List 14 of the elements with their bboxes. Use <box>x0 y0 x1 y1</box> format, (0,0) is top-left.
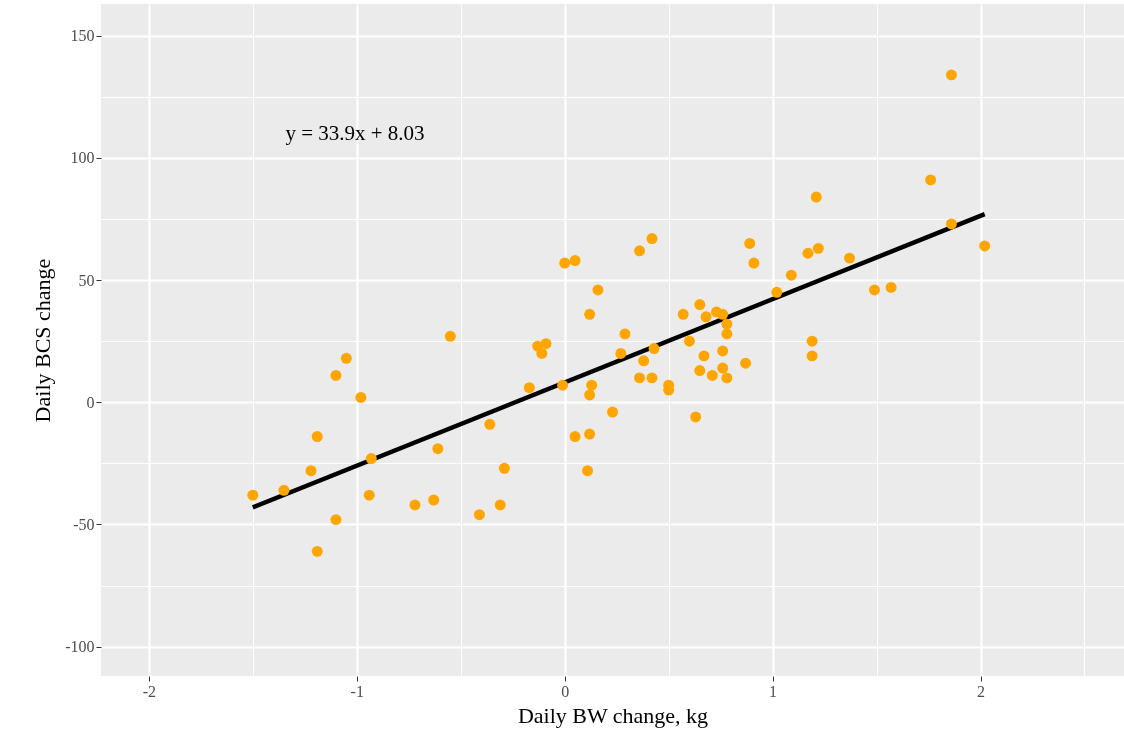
x-tick-label: 2 <box>977 682 986 700</box>
y-axis-title: Daily BCS change <box>30 258 56 423</box>
x-tick-label: -1 <box>350 682 364 700</box>
x-tick-label: 1 <box>769 682 778 700</box>
y-tick-label: 100 <box>70 149 95 167</box>
x-axis-title: Daily BW change, kg <box>517 702 709 728</box>
annotation: y = 33.9x + 8.03 <box>285 121 425 145</box>
y-tick-label: 0 <box>86 393 95 411</box>
x-tick-label: 0 <box>561 682 570 700</box>
y-tick-label: -50 <box>73 515 95 533</box>
y-tick-label: 150 <box>70 27 95 45</box>
y-tick-label: 50 <box>78 271 95 289</box>
x-tick-label: -2 <box>142 682 156 700</box>
y-tick-label: -100 <box>65 638 95 656</box>
